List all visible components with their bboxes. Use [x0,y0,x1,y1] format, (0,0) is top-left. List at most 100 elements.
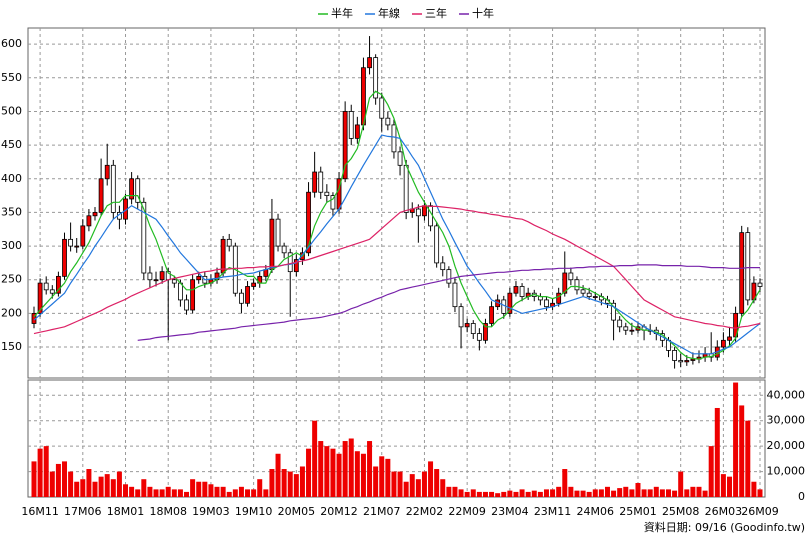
volume-bar [306,448,312,497]
y-tick-label: 150 [1,340,22,353]
volume-bar [31,461,37,497]
y-tick-label: 550 [1,71,22,84]
y-tick-label: 600 [1,37,22,50]
y-tick-label: 400 [1,172,22,185]
candle-body [330,195,336,210]
volume-bar [62,461,68,497]
x-tick-label: 21M07 [363,505,401,518]
candle-body [611,302,616,321]
x-tick-label: 23M11 [534,505,572,518]
volume-bar [507,490,513,497]
candle-body [422,205,427,217]
candle-body [690,358,696,361]
candle-body [556,292,562,304]
volume-bar [489,491,495,497]
candle-body [43,282,49,291]
volume-bar [470,489,476,497]
volume-bar [153,489,159,497]
x-tick-label: 19M03 [192,505,230,518]
volume-bar [275,453,281,497]
candle-body [293,259,299,273]
candle-body [318,171,324,193]
volume-bar [641,489,647,497]
x-tick-label: 17M06 [64,505,102,518]
candle-body [519,286,525,297]
volume-bar [293,474,299,497]
candle-body [757,282,763,287]
candle-body [446,269,452,284]
volume-frame [27,379,766,498]
candle-body [135,178,141,203]
candle-body [86,215,92,227]
y-tick-label: 250 [1,273,22,286]
x-tick-label: 18M01 [107,505,145,518]
candle-body [592,296,598,298]
y-tick-label: 450 [1,138,22,151]
volume-bar [476,491,482,497]
candle-body [110,164,116,213]
volume-bar [342,441,348,497]
volume-bar [635,483,641,497]
volume-bar [104,474,110,497]
legend-label: 十年 [472,6,494,20]
candle-body [574,279,580,291]
volume-bar [617,488,623,497]
candle-body [434,225,440,264]
x-tick-label: 25M08 [662,505,700,518]
volume-bar [623,486,629,497]
volume-bar [184,491,190,497]
candle-body [684,360,690,363]
volume-bar [720,474,726,497]
volume-bar [324,446,330,497]
price-frame [27,27,766,379]
volume-bar [123,484,129,497]
x-tick-label: 19M10 [235,505,273,518]
candle-body [458,306,464,328]
candle-body [190,279,196,311]
candle-body [464,323,470,328]
candle-body [397,151,403,166]
candle-body [452,282,458,308]
volume-bar [409,474,415,497]
candle-body [489,306,494,324]
candle-body [501,299,507,314]
candle-body [92,212,98,217]
volume-bar [373,466,379,497]
candle-body [720,339,726,348]
volume-bar [403,481,409,497]
y2-tick-label: 30,000 [767,414,806,427]
volume-bar [68,471,74,497]
candle-body [74,245,80,248]
candle-body [415,208,421,217]
volume-bar [714,407,720,497]
candle-body [245,286,250,304]
x-tick-label: 20M05 [278,505,316,518]
volume-bar [202,481,208,497]
candle-body [727,336,732,341]
volume-bar [43,446,49,497]
volume-bar [129,486,135,497]
volume-bar [287,471,293,497]
volume-bar [464,491,470,497]
volume-bar [269,469,275,497]
volume-bar [208,484,214,497]
volume-bar [482,491,488,497]
volume-bar [665,489,671,497]
x-tick-label: 18M08 [149,505,187,518]
volume-bar [550,489,556,497]
candle-body [263,269,269,277]
volume-bar [537,491,543,497]
candle-body [171,279,177,284]
volume-bar [312,420,318,497]
volume-bar [165,486,171,497]
y-tick-label: 300 [1,239,22,252]
candle-body [226,238,232,247]
volume-bar [354,451,360,497]
volume-bar [531,490,537,497]
volume-bar [562,469,568,497]
ma-line [33,134,761,355]
volume-bar [171,489,177,497]
volume-bar [299,466,305,497]
volume-bar [586,491,592,497]
